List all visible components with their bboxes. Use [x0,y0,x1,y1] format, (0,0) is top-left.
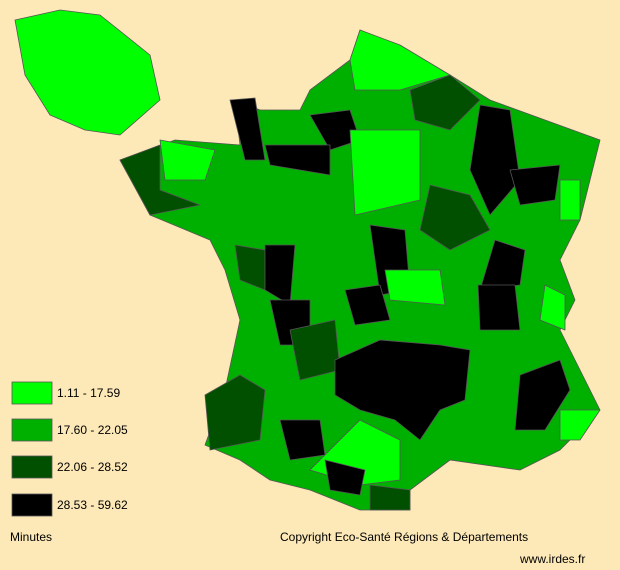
legend-swatch [11,418,53,442]
legend-swatch [11,381,53,405]
copyright: Copyright Eco-Santé Régions & Départemen… [280,530,528,544]
department [477,284,521,331]
department [204,374,266,451]
legend-label: 17.60 - 22.05 [57,423,128,437]
department [344,284,391,326]
department [334,339,471,441]
department [509,164,561,206]
legend-label: 22.06 - 28.52 [57,460,128,474]
legend-title: Minutes [10,530,52,544]
department [479,239,526,291]
department [419,184,491,251]
department [229,97,266,161]
departments [14,9,601,511]
department [264,144,331,176]
legend-swatch [11,493,53,517]
legend-swatch [11,455,53,479]
url: www.irdes.fr [519,552,585,566]
legend: 1.11 - 17.59 17.60 - 22.05 22.06 - 28.52 28… [11,381,128,517]
department [369,484,411,511]
legend-label: 28.53 - 59.62 [57,498,128,512]
department [514,359,571,431]
department [559,179,581,221]
legend-label: 1.11 - 17.59 [57,386,120,400]
department [409,74,481,131]
department [159,139,216,181]
department [539,284,566,331]
department [559,409,601,441]
department [384,269,446,306]
department [324,459,366,496]
department [469,104,521,216]
paris-inset [14,9,161,136]
department [349,129,421,216]
department [119,144,201,216]
